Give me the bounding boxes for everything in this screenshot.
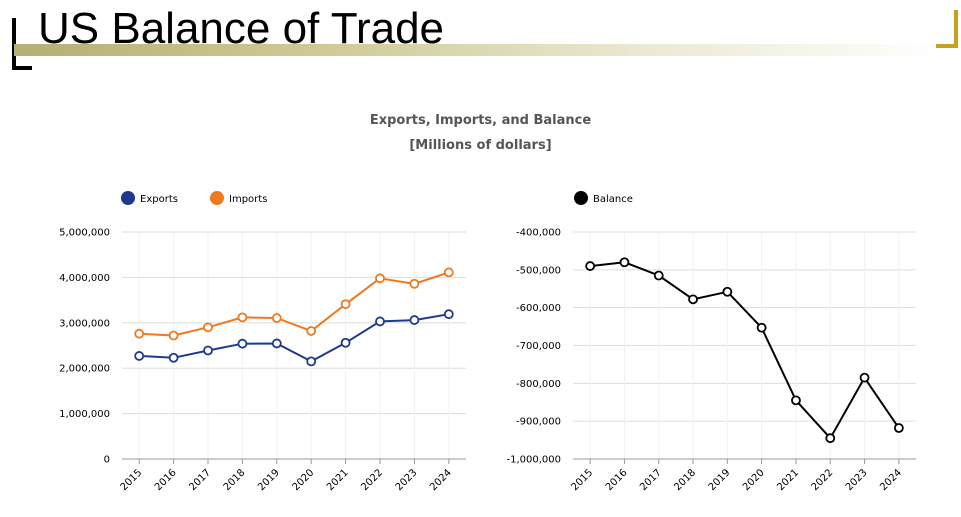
chart1-xtick-label: 2018 (672, 467, 698, 493)
chart-title: Exports, Imports, and Balance (369, 113, 592, 128)
chart1-series-balance-point (653, 270, 664, 281)
chart0-ytick-label: 4,000,000 (59, 273, 110, 284)
chart0-series-exports-point (203, 345, 213, 356)
chart0-xtick-label: 2016 (153, 467, 179, 493)
chart0-series-exports-point (375, 316, 385, 327)
slide-title: US Balance of Trade (38, 4, 445, 53)
chart0-series-exports-point (340, 337, 351, 348)
chart1-ytick-label: -700,000 (516, 341, 561, 352)
chart0-xtick-label: 2015 (119, 467, 145, 493)
chart-subtitle: [Millions of dollars] (409, 138, 552, 153)
chart0-series-imports-point (409, 278, 420, 289)
chart0-ytick-label: 5,000,000 (59, 228, 110, 239)
chart1-ytick-label: -800,000 (516, 379, 561, 390)
chart1-ytick-label: -600,000 (516, 303, 561, 314)
chart0-series-imports-point (306, 326, 317, 336)
chart0-series-imports-point (340, 299, 351, 310)
chart1-series-balance-point (619, 257, 630, 268)
chart0-series-imports-point (134, 328, 145, 339)
chart0-series-imports-point (203, 322, 213, 333)
chart1-ytick-label: -400,000 (516, 228, 561, 239)
chart1-xtick-label: 2016 (604, 467, 630, 493)
chart1-xtick-label: 2024 (878, 467, 904, 493)
chart0-series-exports-line (139, 313, 449, 363)
chart1-series-balance-point (791, 395, 801, 406)
chart0-series-imports-point (271, 313, 282, 323)
title-bracket-right (936, 10, 958, 48)
legend-balance-marker (574, 191, 588, 205)
chart1-xtick-label: 2022 (810, 467, 836, 493)
chart1-xtick-label: 2021 (775, 467, 801, 493)
chart1-ytick-label: -500,000 (516, 265, 561, 276)
chart0-xtick-label: 2023 (394, 467, 420, 493)
chart1-xtick-label: 2020 (741, 467, 767, 493)
legend-exports-label: Exports (140, 194, 178, 205)
chart1-ytick-label: -900,000 (516, 417, 561, 428)
chart0-xtick-label: 2022 (359, 467, 385, 493)
chart1-series-balance-point (688, 294, 698, 305)
legend-imports-label: Imports (229, 194, 267, 205)
legend-imports-marker (210, 191, 224, 205)
chart0-xtick-label: 2017 (187, 467, 213, 493)
chart0-xtick-label: 2021 (325, 467, 351, 493)
legend-exports-marker (121, 191, 135, 205)
chart0-series-imports-point (168, 330, 179, 341)
chart1-xtick-label: 2019 (707, 467, 733, 493)
chart0-series-exports-point (237, 338, 248, 349)
chart0-series-exports-point (134, 351, 145, 361)
chart1-series-balance-point (756, 322, 767, 333)
chart1-series-balance-point (722, 286, 733, 297)
chart0-series-imports-point (443, 267, 454, 278)
chart0-ytick-label: 2,000,000 (59, 364, 110, 375)
chart0-series-exports-point (168, 352, 179, 363)
chart1-series-balance-point (585, 261, 596, 271)
chart0-ytick-label: 3,000,000 (59, 318, 110, 329)
chart1-ytick-label: -1,000,000 (506, 455, 561, 466)
chart1-series-balance-line (589, 261, 900, 440)
chart0-series-imports-point (237, 312, 248, 323)
chart0-xtick-label: 2024 (428, 467, 454, 493)
chart0-series-imports-line (139, 271, 450, 337)
chart0-xtick-label: 2018 (222, 467, 248, 493)
chart1-series-balance-point (825, 433, 836, 444)
chart0-series-exports-point (271, 338, 282, 349)
legend-balance-label: Balance (593, 194, 633, 205)
chart0-ytick-label: 1,000,000 (59, 409, 110, 420)
chart0-series-imports-point (375, 273, 385, 284)
chart1-xtick-label: 2023 (844, 467, 870, 493)
chart1-xtick-label: 2017 (638, 467, 664, 493)
chart0-xtick-label: 2020 (291, 467, 317, 493)
chart0-series-exports-point (306, 356, 317, 367)
chart1-series-balance-point (893, 423, 904, 433)
title-underline-rule (14, 44, 944, 56)
chart0-xtick-label: 2019 (256, 467, 282, 493)
chart0-series-exports-point (443, 309, 454, 320)
chart0-ytick-label: 0 (104, 455, 110, 466)
chart1-xtick-label: 2015 (569, 467, 595, 493)
chart1-series-balance-point (859, 372, 870, 383)
chart0-series-exports-point (409, 315, 420, 325)
